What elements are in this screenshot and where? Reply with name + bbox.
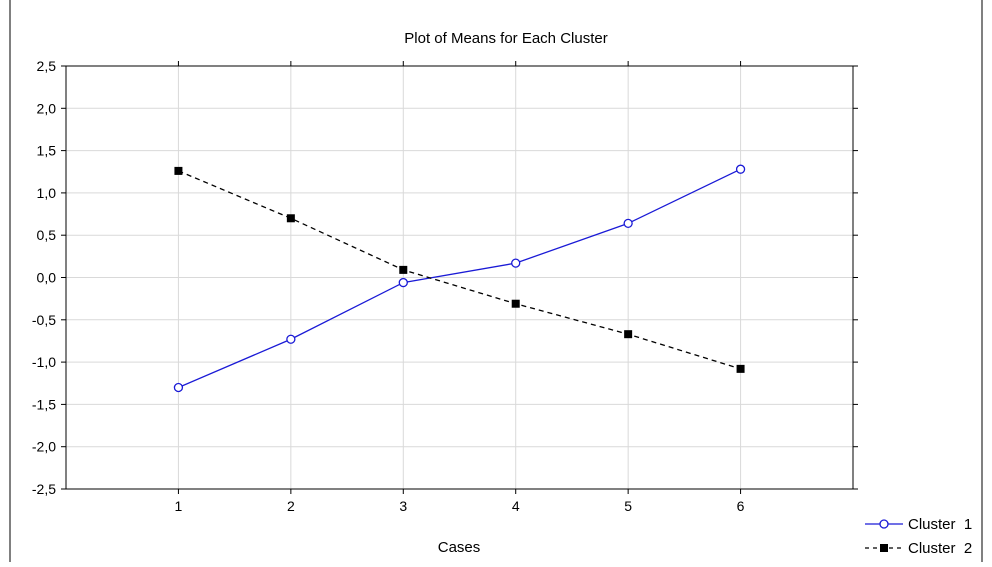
legend-marker-cluster-1 [879,519,889,529]
chart-title: Plot of Means for Each Cluster [404,30,607,47]
y-tick-label: -2,0 [32,439,56,455]
data-point-cluster-2 [399,265,408,274]
y-tick-label: -1,0 [32,354,56,370]
x-tick-label: 6 [737,498,745,514]
data-point-cluster-1 [735,164,746,174]
x-tick-label: 2 [287,498,295,514]
data-point-cluster-1 [398,277,408,288]
data-point-cluster-2 [624,330,633,339]
data-point-cluster-2 [736,364,745,373]
data-point-cluster-1 [173,382,184,393]
series-layer [173,164,746,393]
legend: Cluster 1 Cluster 2 [865,516,972,557]
x-tick-label: 4 [512,498,520,514]
data-point-cluster-1 [511,258,521,268]
y-tick-label: -1,5 [32,396,56,412]
legend-item-cluster-1: Cluster 1 [865,516,972,533]
y-tick-label: 0,5 [37,227,57,243]
legend-label-cluster-2: Cluster 2 [908,540,972,557]
x-tick-label: 5 [624,498,632,514]
legend-label-cluster-1: Cluster 1 [908,516,972,533]
x-axis-title: Cases [438,539,481,556]
x-tick-label: 3 [399,498,407,514]
y-axis: 2,5 2,0 1,5 1,0 0,5 0,0 -0,5 -1,0 -1,5 -2,0 -2,5 [32,58,858,497]
legend-item-cluster-2: Cluster 2 [865,540,972,557]
y-tick-label: 0,0 [37,270,57,286]
data-point-cluster-2 [511,299,520,308]
grid [66,66,853,489]
series-line-cluster-1 [178,168,741,389]
data-point-cluster-1 [286,334,296,344]
data-point-cluster-2 [174,166,183,175]
series-line-cluster-2 [178,170,741,370]
y-tick-label: 2,5 [37,58,57,74]
y-tick-label: -2,5 [32,481,56,497]
y-tick-label: -0,5 [32,312,56,328]
x-tick-label: 1 [175,498,183,514]
legend-marker-cluster-2 [880,544,888,552]
y-tick-label: 1,0 [37,185,57,201]
y-tick-label: 1,5 [37,143,57,159]
data-point-cluster-2 [286,214,295,223]
data-point-cluster-1 [623,218,633,229]
x-axis: 1 2 3 4 5 6 [175,61,745,514]
y-tick-label: 2,0 [37,100,57,116]
